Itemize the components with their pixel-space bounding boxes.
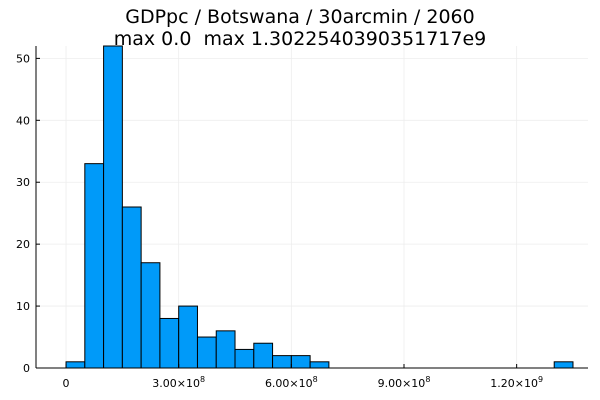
x-tick-label: 3.00×108 [152,375,205,390]
y-tick-label: 50 [16,52,30,65]
histogram-bar [140,262,161,369]
x-tick-exponent: 8 [200,375,205,384]
chart-title-line-2: max 0.0 max 1.3022540390351717e9 [113,28,487,50]
y-tick-label: 20 [16,238,30,251]
tick-labels: 0 3.00×108 6.00×108 9.00×108 1.20×109 0 10 20 30… [16,52,543,390]
y-tick-label: 10 [16,300,30,313]
histogram-bar [159,317,180,369]
x-tick-exponent: 8 [313,375,318,384]
histogram-bar [234,348,255,369]
x-tick-label: 6.00×108 [265,375,318,390]
histogram-bar [121,206,142,369]
x-tick-exponent: 9 [538,375,543,384]
axes [35,46,588,369]
x-tick-label: 9.00×108 [378,375,431,390]
histogram-bar [196,336,217,369]
chart-title-line-1: GDPpc / Botswana / 30arcmin / 2060 [125,6,475,28]
y-tick-label: 30 [16,176,30,189]
x-tick-label: 0 [63,377,70,390]
histogram-bar [215,330,236,369]
histogram-bar [553,361,574,369]
histogram-bar [103,45,123,369]
histogram-bars [65,45,574,369]
histogram-bar [290,355,311,369]
histogram-bar [272,355,292,369]
y-tick-label: 40 [16,114,30,127]
y-tick-label: 0 [23,362,30,375]
histogram-bar [309,361,330,369]
histogram-bar [253,342,274,369]
x-tick-label: 1.20×109 [490,375,543,390]
histogram-bar [178,305,198,369]
x-tick-exponent: 8 [425,375,430,384]
histogram-bar [84,163,105,369]
histogram-bar [65,361,86,369]
